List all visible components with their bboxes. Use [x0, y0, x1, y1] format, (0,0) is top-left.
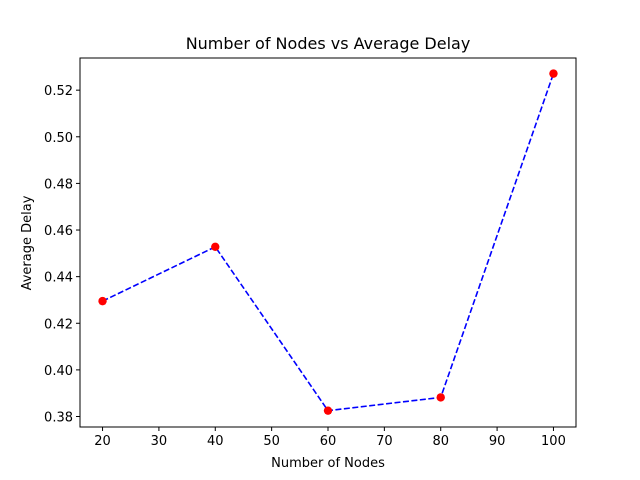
y-tick-label: 0.48	[44, 177, 73, 192]
y-tick-label: 0.46	[44, 224, 73, 239]
x-tick-label: 30	[151, 434, 168, 449]
data-point	[549, 69, 558, 78]
x-tick-label: 50	[263, 434, 280, 449]
ticks: 20 30 40 50 60 70 80 90 100 0.38 0.40 0.42 0.44 0.46 0…	[44, 84, 566, 449]
x-axis-label: Number of Nodes	[271, 456, 385, 471]
y-tick-label: 0.40	[44, 364, 73, 379]
x-tick-label: 100	[541, 434, 566, 449]
y-tick-label: 0.52	[44, 84, 73, 99]
series-line	[102, 73, 555, 412]
x-tick-label: 40	[207, 434, 224, 449]
data-point	[211, 242, 220, 252]
y-tick-label: 0.42	[44, 317, 73, 332]
x-tick-label: 90	[489, 434, 506, 449]
x-tick-label: 70	[376, 434, 393, 449]
chart-title: Number of Nodes vs Average Delay	[186, 34, 471, 53]
plot-area	[98, 69, 558, 415]
y-tick-label: 0.44	[44, 271, 73, 286]
x-tick-label: 20	[94, 434, 111, 449]
x-tick-label: 60	[320, 434, 337, 449]
data-point	[323, 406, 333, 415]
y-tick-label: 0.38	[44, 411, 73, 426]
x-tick-label: 80	[432, 434, 449, 449]
axes-frame	[79, 57, 577, 428]
data-point	[436, 393, 445, 402]
y-tick-label: 0.50	[44, 131, 73, 146]
data-point	[98, 296, 107, 306]
y-axis-label: Average Delay	[20, 195, 35, 290]
